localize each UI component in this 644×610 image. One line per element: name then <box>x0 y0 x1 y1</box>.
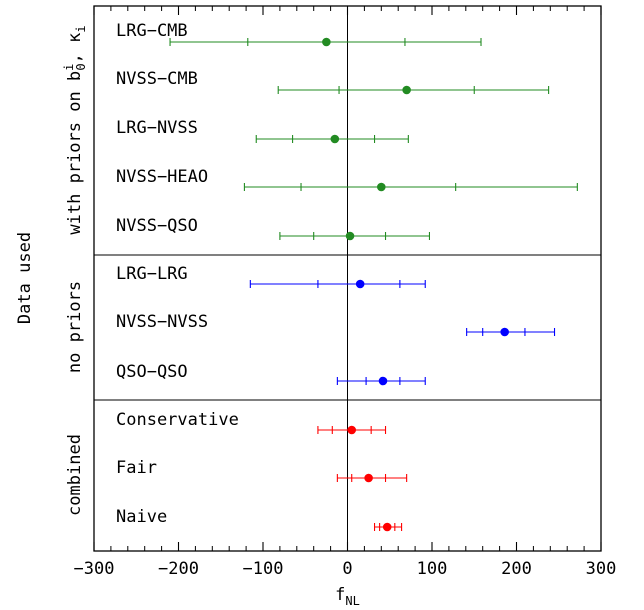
data-point <box>500 327 509 337</box>
data-point <box>322 37 331 47</box>
row-label: Conservative <box>116 410 239 430</box>
x-tick-label: −100 <box>243 559 284 579</box>
x-tick-label: −300 <box>74 559 115 579</box>
row-label: LRG−CMB <box>116 21 188 41</box>
x-axis-title: fNL <box>335 585 360 608</box>
row-label: LRG−NVSS <box>116 118 198 138</box>
row-label: NVSS−NVSS <box>116 312 208 332</box>
y-axis-title: Data used <box>15 232 35 324</box>
row-label: NVSS−HEAO <box>116 167 208 187</box>
x-axis: −300 −200 −100 0 100 200 300 <box>74 6 617 579</box>
data-point <box>355 279 365 289</box>
data-marks <box>169 37 578 532</box>
row-label: NVSS−CMB <box>116 69 198 89</box>
row-label: QSO−QSO <box>116 362 188 382</box>
group-label: no priors <box>65 281 85 373</box>
row-label: LRG−LRG <box>116 264 188 284</box>
group-labels: with priors on bi0, κi no priors combined <box>62 25 88 516</box>
data-point <box>382 522 392 532</box>
data-point <box>345 231 355 241</box>
row-label: Fair <box>116 458 157 478</box>
row-label: Naive <box>116 507 167 527</box>
x-tick-label: 100 <box>417 559 448 579</box>
x-tick-label: 0 <box>342 559 352 579</box>
x-tick-label: 300 <box>586 559 617 579</box>
data-point <box>378 376 388 386</box>
row-label: NVSS−QSO <box>116 216 198 236</box>
data-point <box>377 182 386 192</box>
x-tick-label: −200 <box>158 559 199 579</box>
row-labels: LRG−CMB NVSS−CMB LRG−NVSS NVSS−HEAO NVSS−QSO… <box>116 21 239 527</box>
data-point <box>402 85 411 95</box>
data-point <box>330 134 340 144</box>
data-point <box>364 473 373 483</box>
group-label: with priors on bi0, κi <box>62 25 88 234</box>
x-tick-label: 200 <box>501 559 532 579</box>
group-label: combined <box>65 434 85 516</box>
data-point <box>347 425 357 435</box>
